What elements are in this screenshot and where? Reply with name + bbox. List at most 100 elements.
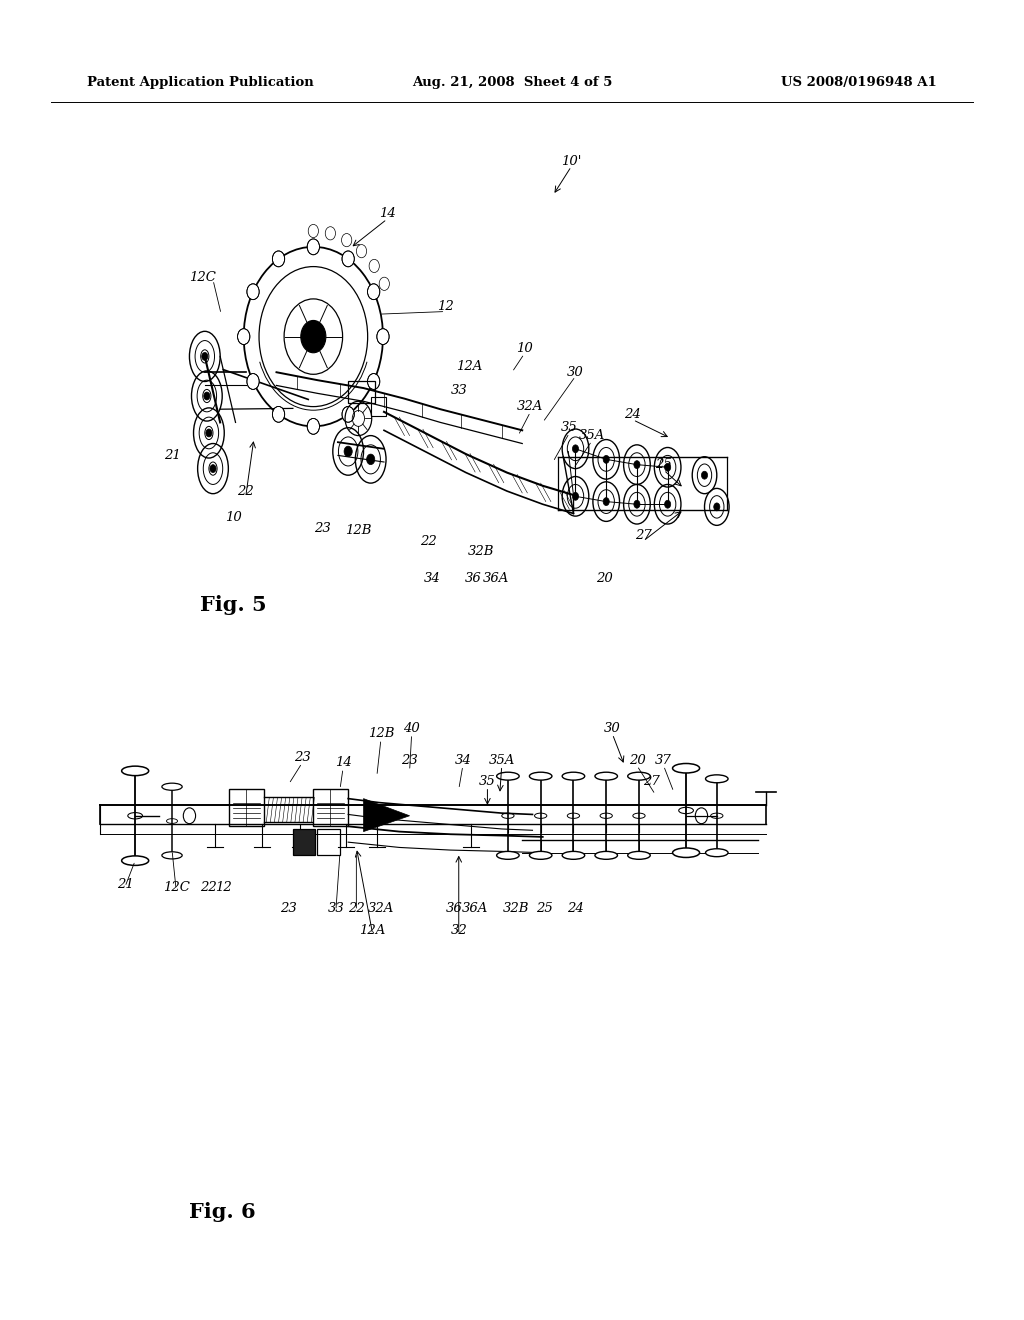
Text: 36: 36 bbox=[446, 902, 463, 915]
Ellipse shape bbox=[529, 851, 552, 859]
Text: 25: 25 bbox=[537, 902, 553, 915]
Circle shape bbox=[202, 352, 208, 360]
Ellipse shape bbox=[497, 772, 519, 780]
Text: 22: 22 bbox=[201, 880, 217, 894]
Text: 36A: 36A bbox=[462, 902, 488, 915]
Text: US 2008/0196948 A1: US 2008/0196948 A1 bbox=[781, 77, 937, 88]
Text: 20: 20 bbox=[629, 754, 645, 767]
Ellipse shape bbox=[122, 855, 148, 866]
Text: 10: 10 bbox=[516, 342, 532, 355]
Ellipse shape bbox=[562, 772, 585, 780]
Text: 32A: 32A bbox=[517, 400, 544, 413]
Circle shape bbox=[634, 500, 640, 508]
Text: 30: 30 bbox=[604, 722, 621, 735]
Ellipse shape bbox=[673, 847, 699, 858]
Text: 12B: 12B bbox=[368, 727, 394, 741]
Text: 24: 24 bbox=[625, 408, 641, 421]
Circle shape bbox=[272, 407, 285, 422]
Text: 33: 33 bbox=[328, 902, 344, 915]
Text: 21: 21 bbox=[164, 449, 180, 462]
Circle shape bbox=[367, 454, 375, 465]
Text: 36A: 36A bbox=[482, 572, 509, 585]
Text: 35A: 35A bbox=[579, 429, 605, 442]
Text: Fig. 6: Fig. 6 bbox=[189, 1201, 256, 1222]
Text: Fig. 5: Fig. 5 bbox=[200, 594, 266, 615]
Circle shape bbox=[368, 284, 380, 300]
Text: 27: 27 bbox=[635, 529, 651, 543]
Ellipse shape bbox=[595, 772, 617, 780]
Text: 12C: 12C bbox=[189, 271, 216, 284]
Bar bbox=[229, 789, 264, 826]
Ellipse shape bbox=[529, 772, 552, 780]
Text: 32B: 32B bbox=[468, 545, 495, 558]
Text: 35: 35 bbox=[479, 775, 496, 788]
Text: 21: 21 bbox=[117, 878, 133, 891]
Circle shape bbox=[301, 321, 326, 352]
Text: 36: 36 bbox=[465, 572, 481, 585]
Circle shape bbox=[665, 463, 671, 471]
Circle shape bbox=[307, 418, 319, 434]
Ellipse shape bbox=[162, 851, 182, 859]
Circle shape bbox=[714, 503, 720, 511]
Ellipse shape bbox=[628, 772, 650, 780]
Circle shape bbox=[572, 445, 579, 453]
Bar bbox=[313, 789, 348, 826]
Text: 32B: 32B bbox=[503, 902, 529, 915]
Circle shape bbox=[247, 374, 259, 389]
Bar bbox=[317, 829, 340, 855]
Text: 23: 23 bbox=[314, 521, 331, 535]
Text: 22: 22 bbox=[238, 484, 254, 498]
Text: 22: 22 bbox=[420, 535, 436, 548]
Text: 20: 20 bbox=[596, 572, 612, 585]
Text: 23: 23 bbox=[401, 754, 418, 767]
Text: Aug. 21, 2008  Sheet 4 of 5: Aug. 21, 2008 Sheet 4 of 5 bbox=[412, 77, 612, 88]
Text: 14: 14 bbox=[335, 756, 351, 770]
Text: 12C: 12C bbox=[163, 880, 189, 894]
Bar bbox=[293, 829, 315, 855]
Circle shape bbox=[572, 492, 579, 500]
Text: 22: 22 bbox=[348, 902, 365, 915]
Text: 25: 25 bbox=[655, 458, 672, 471]
Bar bbox=[348, 381, 375, 403]
Circle shape bbox=[204, 392, 210, 400]
Text: 34: 34 bbox=[455, 754, 471, 767]
Ellipse shape bbox=[706, 849, 728, 857]
Circle shape bbox=[368, 374, 380, 389]
Circle shape bbox=[701, 471, 708, 479]
Circle shape bbox=[342, 251, 354, 267]
Ellipse shape bbox=[562, 851, 585, 859]
Circle shape bbox=[603, 498, 609, 506]
Ellipse shape bbox=[162, 783, 182, 791]
Text: 27: 27 bbox=[643, 775, 659, 788]
Circle shape bbox=[344, 446, 352, 457]
Circle shape bbox=[634, 461, 640, 469]
Polygon shape bbox=[364, 799, 410, 832]
Circle shape bbox=[377, 329, 389, 345]
Text: 33: 33 bbox=[451, 384, 467, 397]
Text: Patent Application Publication: Patent Application Publication bbox=[87, 77, 313, 88]
Circle shape bbox=[342, 407, 354, 422]
Circle shape bbox=[206, 429, 212, 437]
Circle shape bbox=[210, 465, 216, 473]
Text: 12: 12 bbox=[215, 880, 231, 894]
Text: 35A: 35A bbox=[488, 754, 515, 767]
Text: 12A: 12A bbox=[456, 360, 482, 374]
Circle shape bbox=[307, 239, 319, 255]
Ellipse shape bbox=[673, 763, 699, 774]
Text: 34: 34 bbox=[424, 572, 440, 585]
Text: 23: 23 bbox=[281, 902, 297, 915]
Text: 12A: 12A bbox=[359, 924, 386, 937]
Circle shape bbox=[272, 251, 285, 267]
Ellipse shape bbox=[706, 775, 728, 783]
Circle shape bbox=[247, 284, 259, 300]
Text: 30: 30 bbox=[567, 366, 584, 379]
Text: 35: 35 bbox=[561, 421, 578, 434]
Text: 10: 10 bbox=[225, 511, 242, 524]
Ellipse shape bbox=[497, 851, 519, 859]
Ellipse shape bbox=[628, 851, 650, 859]
Text: 40: 40 bbox=[403, 722, 420, 735]
Text: 32: 32 bbox=[451, 924, 467, 937]
Circle shape bbox=[665, 500, 671, 508]
Circle shape bbox=[603, 455, 609, 463]
Ellipse shape bbox=[595, 851, 617, 859]
